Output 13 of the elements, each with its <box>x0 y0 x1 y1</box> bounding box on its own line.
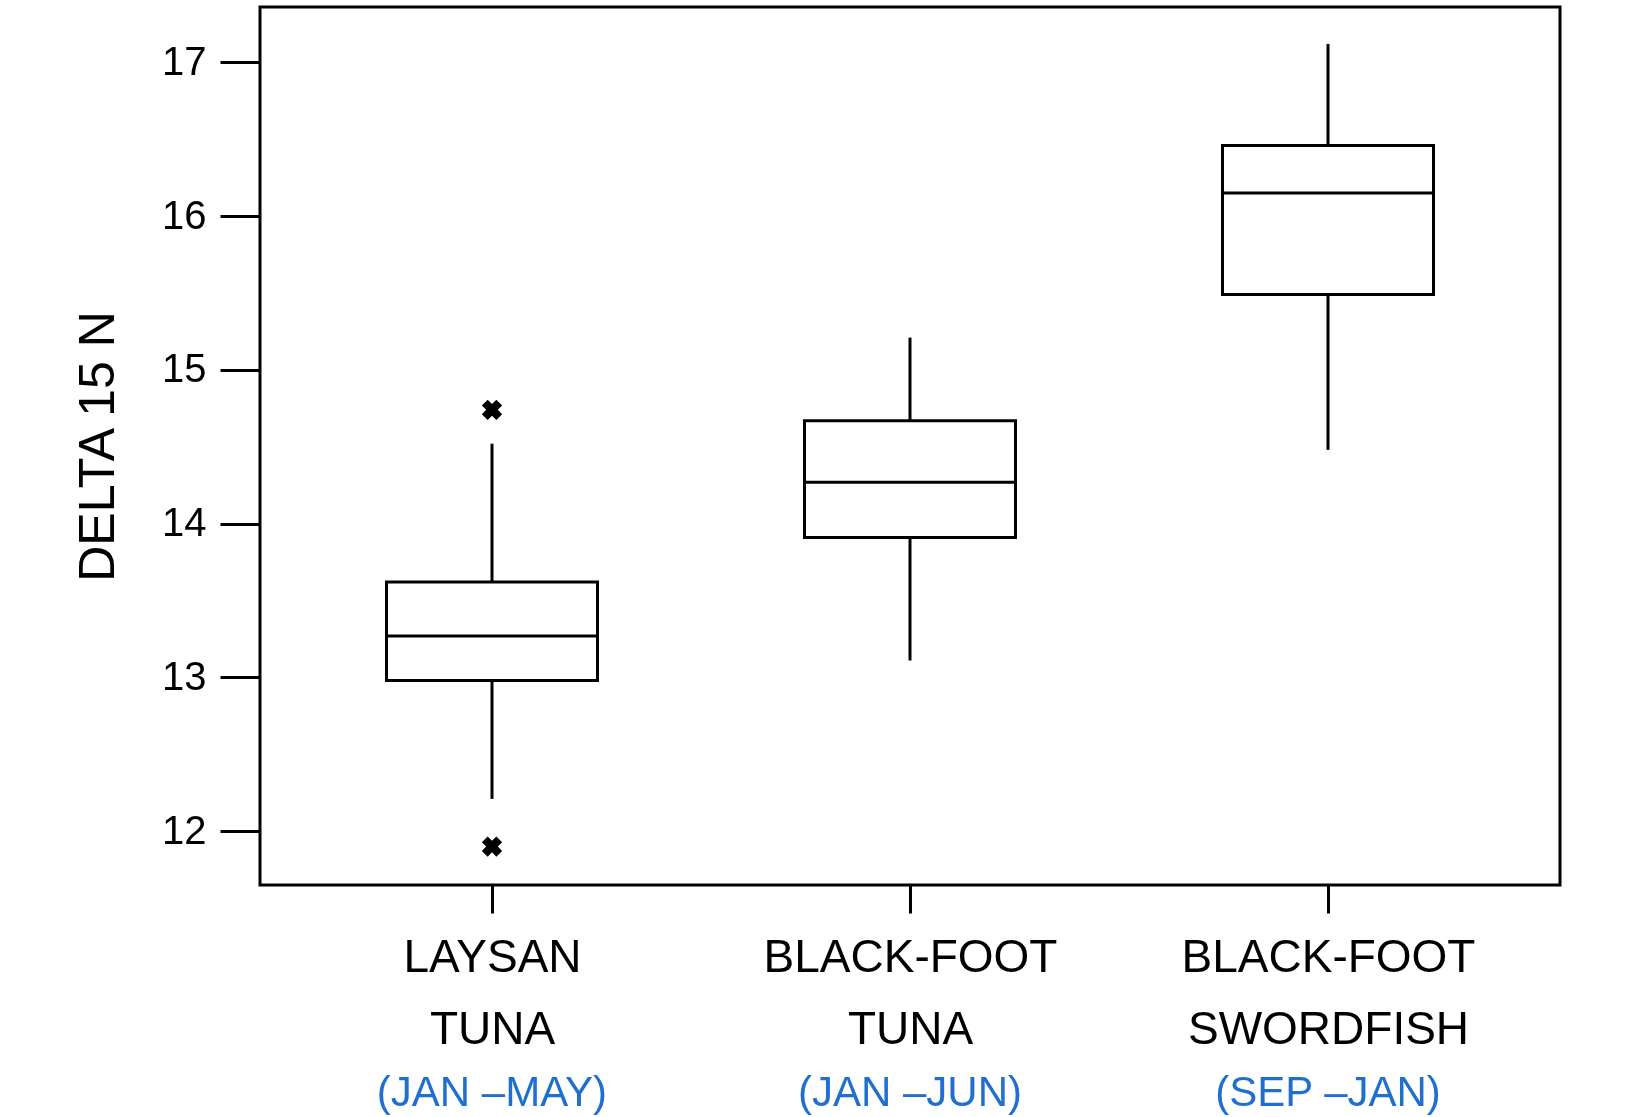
x-tick-label: BLACK-FOOT SWORDFISH <box>1181 929 1476 1054</box>
x-tick-label: BLACK-FOOT TUNA <box>763 929 1058 1054</box>
x-tick-label: LAYSAN TUNA <box>403 929 582 1054</box>
text: (SEP –JAN) <box>1215 1068 1441 1115</box>
text: (JAN –JUN) <box>797 1068 1023 1115</box>
y-tick-label: 17 <box>162 38 207 83</box>
y-tick-label: 14 <box>162 500 207 545</box>
y-axis-title: DELTA 15 N <box>69 311 126 582</box>
y-tick-label: 16 <box>162 192 207 237</box>
y-tick-label: 13 <box>162 653 207 698</box>
y-tick-label: 12 <box>162 807 207 852</box>
y-tick-label: 15 <box>162 346 207 391</box>
text: (JAN –MAY) <box>376 1068 608 1115</box>
